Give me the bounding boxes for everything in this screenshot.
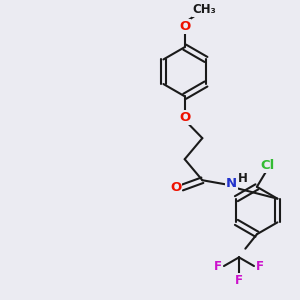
Text: Cl: Cl xyxy=(260,159,274,172)
Text: N: N xyxy=(226,177,237,190)
Text: O: O xyxy=(170,181,181,194)
Text: F: F xyxy=(235,274,243,287)
Text: O: O xyxy=(179,111,190,124)
Text: H: H xyxy=(238,172,248,185)
Text: F: F xyxy=(214,260,222,272)
Text: CH₃: CH₃ xyxy=(193,3,216,16)
Text: F: F xyxy=(256,260,264,272)
Text: O: O xyxy=(179,20,190,33)
